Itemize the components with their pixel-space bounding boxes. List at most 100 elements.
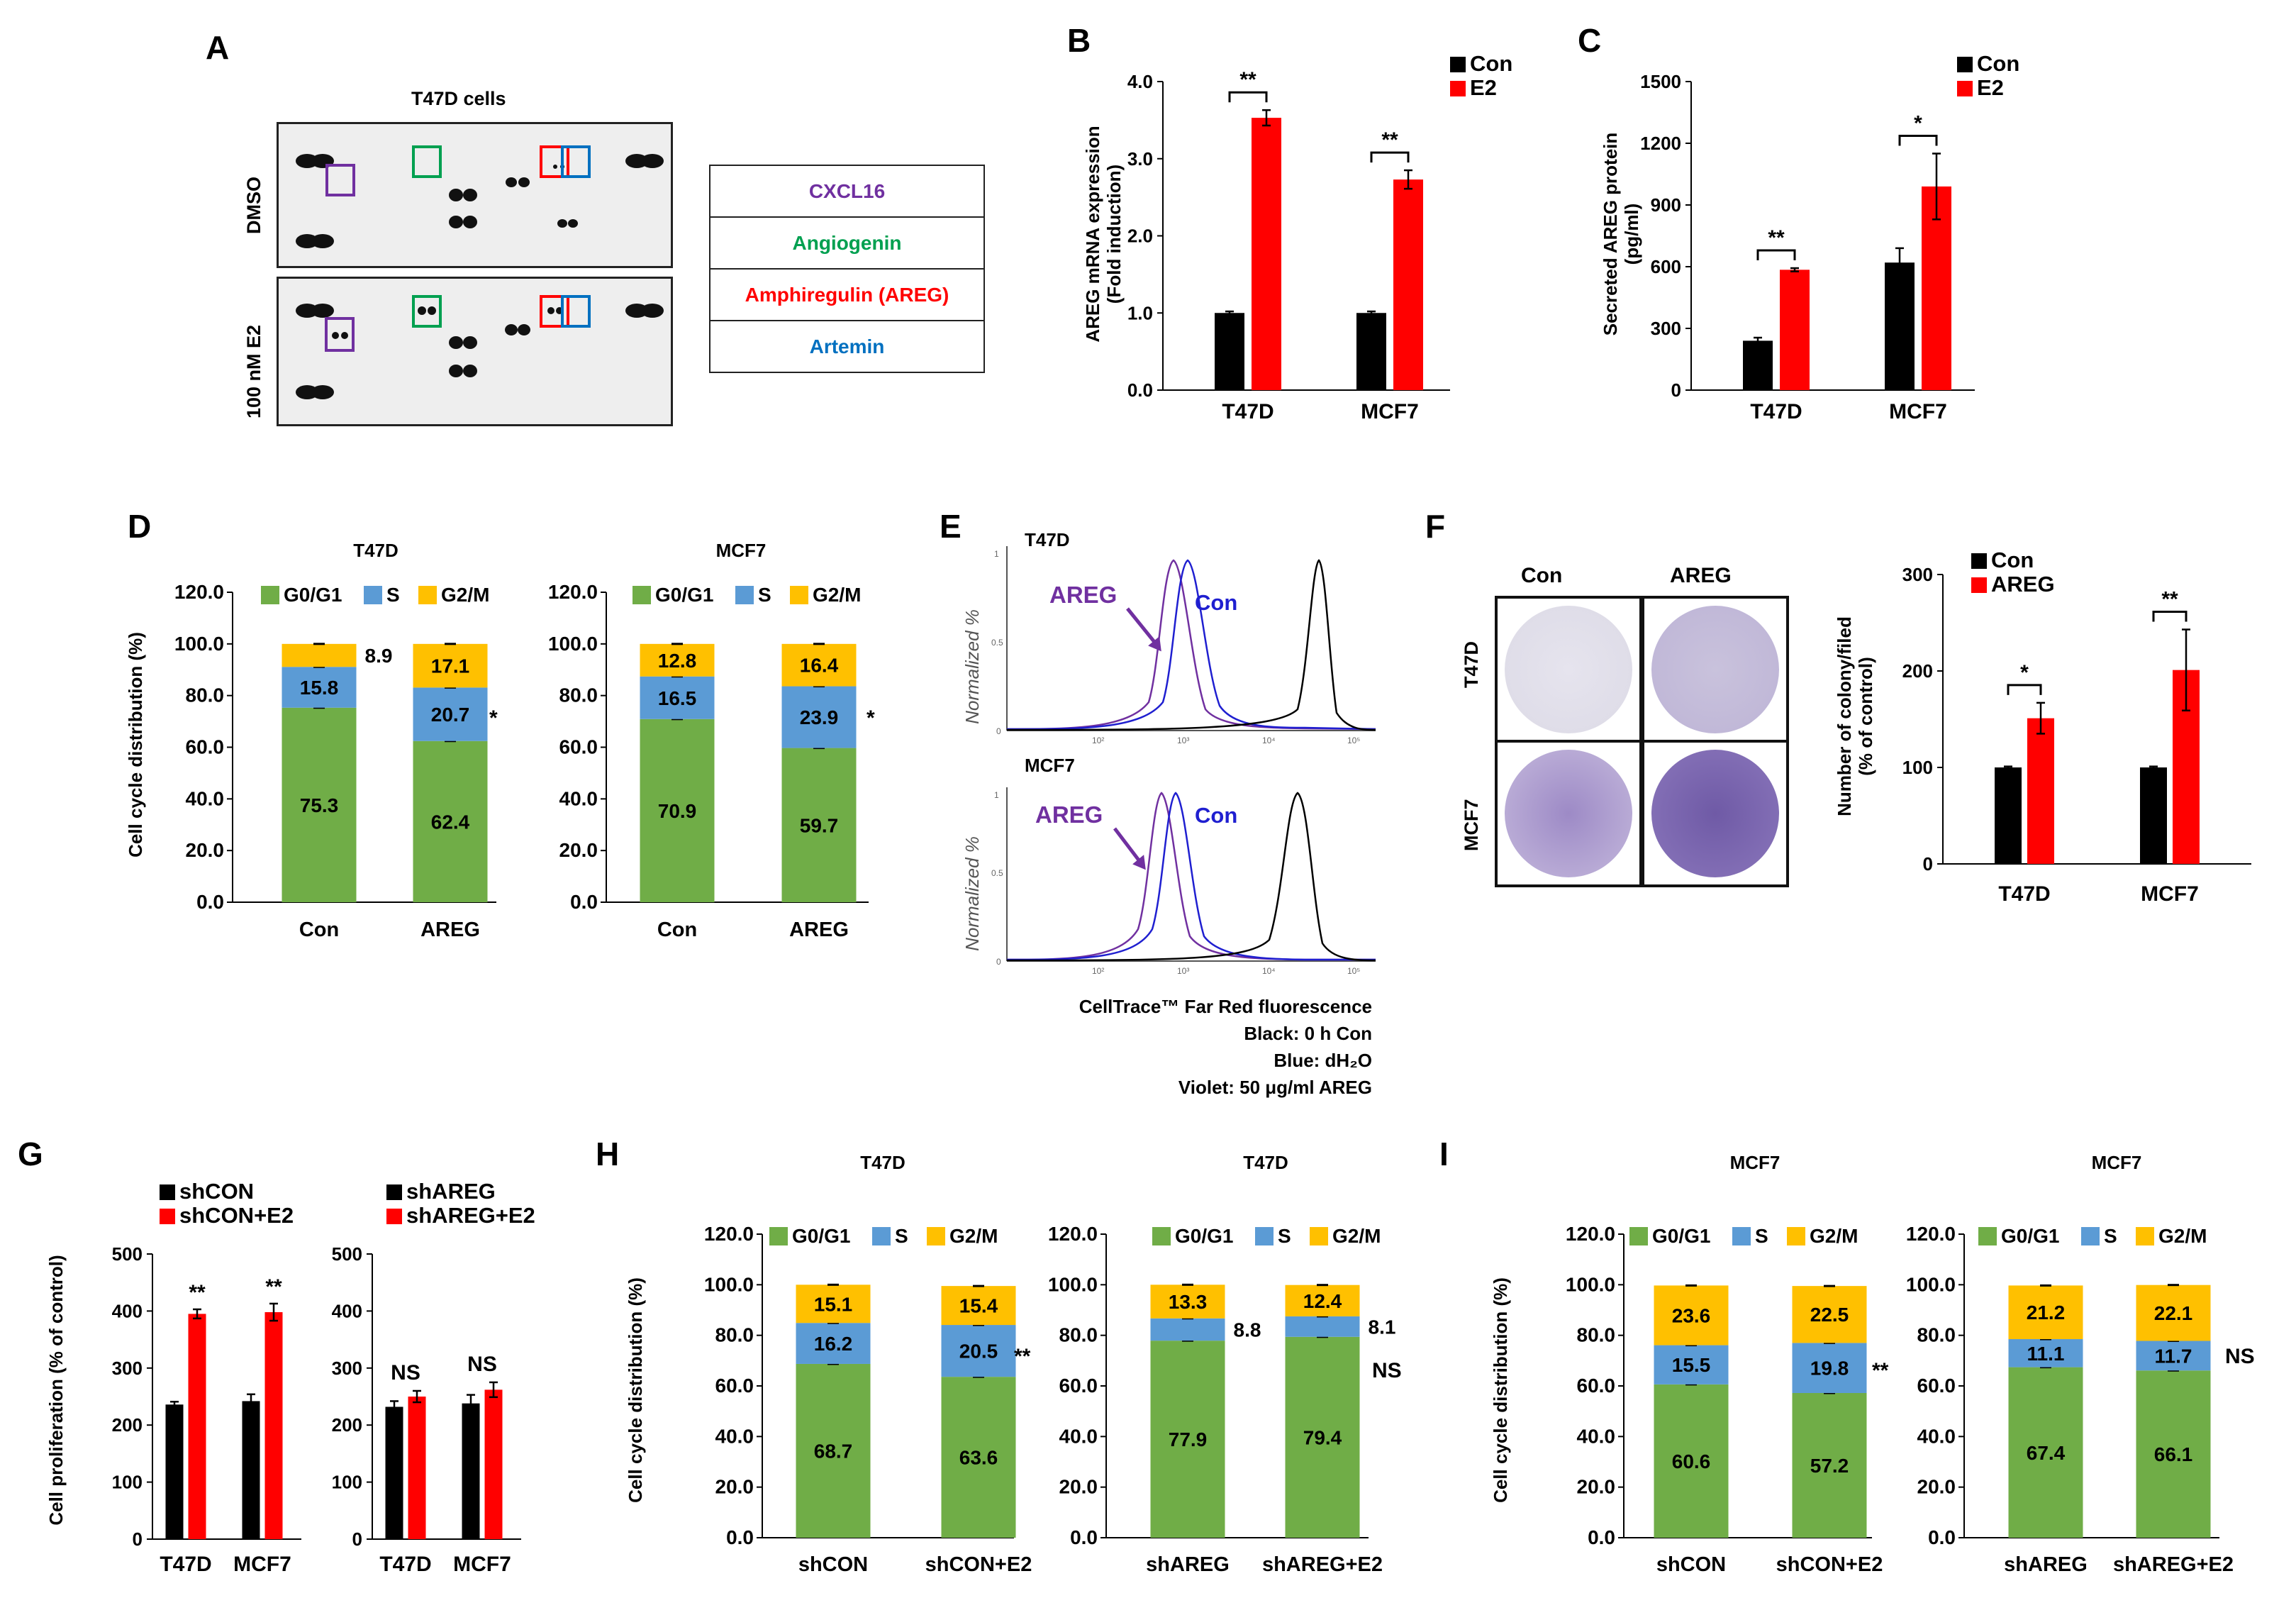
box-areg-e2 [540, 295, 569, 328]
segment-value-label: 19.8 [1810, 1358, 1849, 1380]
segment-value-label: 15.1 [814, 1293, 853, 1315]
flow-top-areg-label: AREG [1049, 582, 1117, 608]
y-tick-label: 300 [112, 1358, 143, 1379]
chart-b: 0.0 1.0 2.0 3.0 4.0 AREG mRNA expression (Fold… [1082, 51, 1512, 423]
y-tick-label: 900 [1651, 194, 1681, 216]
legend-swatch [735, 586, 754, 604]
x-category-label: MCF7 [453, 1553, 511, 1576]
legend-label: G2/M [1810, 1225, 1858, 1247]
stack-segment-g2m [1654, 1285, 1729, 1345]
box-cxcl16-e2 [325, 317, 355, 352]
flow-top-xtick-3: 10³ [1177, 736, 1189, 745]
y-tick-label: 1.0 [1127, 302, 1153, 323]
y-tick-label: 20.0 [1917, 1476, 1956, 1498]
y-tick-label: 40.0 [559, 787, 598, 809]
y-tick-label: 0 [1923, 853, 1933, 875]
legend-swatch [1152, 1227, 1171, 1245]
segment-value-label: 11.1 [2027, 1343, 2065, 1365]
y-tick-label: 1200 [1640, 133, 1681, 154]
x-category-label: MCF7 [2141, 882, 2199, 906]
stack-segment-g2m [2136, 1284, 2211, 1341]
flow-bottom-xtick-5: 10⁵ [1347, 966, 1360, 976]
segment-value-label: 68.7 [814, 1440, 853, 1462]
colony-dish-t47d-con [1505, 606, 1632, 733]
stack-segment-g0g1 [2008, 1367, 2083, 1538]
y-tick-label: 120.0 [1566, 1223, 1615, 1245]
y-tick-label: 1500 [1640, 71, 1681, 92]
stack-segment-g2m [282, 643, 357, 667]
colony-dish-t47d-areg [1651, 606, 1779, 733]
x-category-label: T47D [160, 1553, 211, 1576]
y-tick-label: 0.0 [726, 1526, 754, 1548]
bar-e2 [1922, 186, 1951, 390]
legend-label: shAREG [406, 1179, 496, 1204]
legend-label: G2/M [2158, 1225, 2207, 1247]
colony-plate-mcf7-con [1495, 740, 1642, 887]
segment-value-label: 15.5 [1672, 1354, 1711, 1376]
y-axis-title-line: Cell proliferation (% of control) [45, 1255, 67, 1525]
colony-dish-mcf7-areg [1651, 750, 1779, 877]
y-tick-label: 200 [112, 1414, 143, 1436]
y-tick-label: 200 [1902, 660, 1933, 682]
flow-row-label-t47d: T47D [1025, 529, 1070, 550]
legend-swatch [1971, 553, 1987, 569]
significance-bracket [1370, 151, 1410, 163]
panel-label-d: D [128, 508, 152, 545]
colony-plate-t47d-con [1495, 596, 1642, 743]
significance-mark: ** [2161, 588, 2178, 611]
chart-title: T47D [353, 540, 399, 561]
y-tick-label: 0.0 [1070, 1526, 1098, 1548]
significance-mark: ** [1768, 226, 1785, 250]
blot-key-table: CXCL16 Angiogenin Amphiregulin (AREG) Ar… [709, 165, 985, 373]
segment-value-label: 22.5 [1810, 1304, 1849, 1326]
y-tick-label: 100.0 [1566, 1273, 1615, 1295]
y-tick-label: 100.0 [1906, 1273, 1956, 1295]
panel-label-h: H [596, 1136, 620, 1172]
x-category-label: shAREG+E2 [2113, 1553, 2234, 1576]
flow-caption-4: Violet: 50 μg/ml AREG [1178, 1077, 1372, 1098]
stack-segment-g2m [796, 1284, 871, 1324]
segment-value-label: 12.4 [1303, 1290, 1342, 1312]
key-cxcl16: CXCL16 [710, 166, 983, 218]
legend-swatch [1310, 1227, 1328, 1245]
bar-shareg-e2 [484, 1389, 503, 1539]
colony-plate-t47d-areg [1642, 596, 1789, 743]
stack-segment-g0g1 [413, 740, 488, 902]
y-tick-label: 0.0 [1588, 1526, 1615, 1548]
y-tick-label: 20.0 [1059, 1476, 1098, 1498]
chart-title: MCF7 [716, 540, 767, 561]
y-tick-label: 0.0 [1127, 379, 1153, 401]
stack-segment-s [640, 676, 715, 719]
x-category-label: shCON+E2 [1776, 1553, 1883, 1576]
y-axis-title-text: Cell cycle distribution (%) [125, 632, 146, 858]
segment-value-label: 63.6 [959, 1447, 998, 1469]
x-category-label: shCON [1656, 1553, 1726, 1576]
flow-bottom-con-curve [1006, 792, 1376, 961]
stack-segment-s [941, 1325, 1016, 1377]
chart-c: 0 300 600 900 1200 1500 Secreted AREG protein(… [1600, 51, 2019, 423]
key-artemin: Artemin [809, 335, 885, 357]
y-tick-label: 80.0 [186, 684, 225, 706]
flow-top-xtick-4: 10⁴ [1262, 736, 1276, 745]
legend-label: S [2104, 1225, 2117, 1247]
y-axis-title-line: Number of colony/filed [1834, 616, 1855, 816]
flow-plot-bottom: 1 0.5 0 10² 10³ 10⁴ 10⁵ AREG Con [991, 787, 1376, 976]
legend-swatch [632, 586, 651, 604]
significance-mark: ** [1014, 1345, 1031, 1368]
y-axis-title: Secreted AREG protein (pg/ml) [1600, 133, 1642, 336]
chart-d2: MCF7 0.0 20.0 40.0 60.0 80.0 100.0 120.0 G0/G1 S G… [548, 540, 875, 941]
flow-top-con-curve [1006, 559, 1376, 731]
flow-top-areg-curve [1006, 559, 1376, 731]
segment-value-label: 17.1 [431, 655, 470, 677]
box-artemin-dmso [561, 145, 591, 178]
stack-segment-s [413, 687, 488, 741]
significance-mark: * [2020, 661, 2029, 684]
segment-value-label: 75.3 [300, 794, 339, 816]
legend-swatch [418, 586, 437, 604]
y-tick-label: 80.0 [559, 684, 598, 706]
legend-label: G2/M [949, 1225, 998, 1247]
legend-swatch [1957, 57, 1973, 72]
bar-con [1743, 340, 1773, 390]
bar-e2 [1780, 270, 1810, 390]
legend-swatch [1787, 1227, 1805, 1245]
